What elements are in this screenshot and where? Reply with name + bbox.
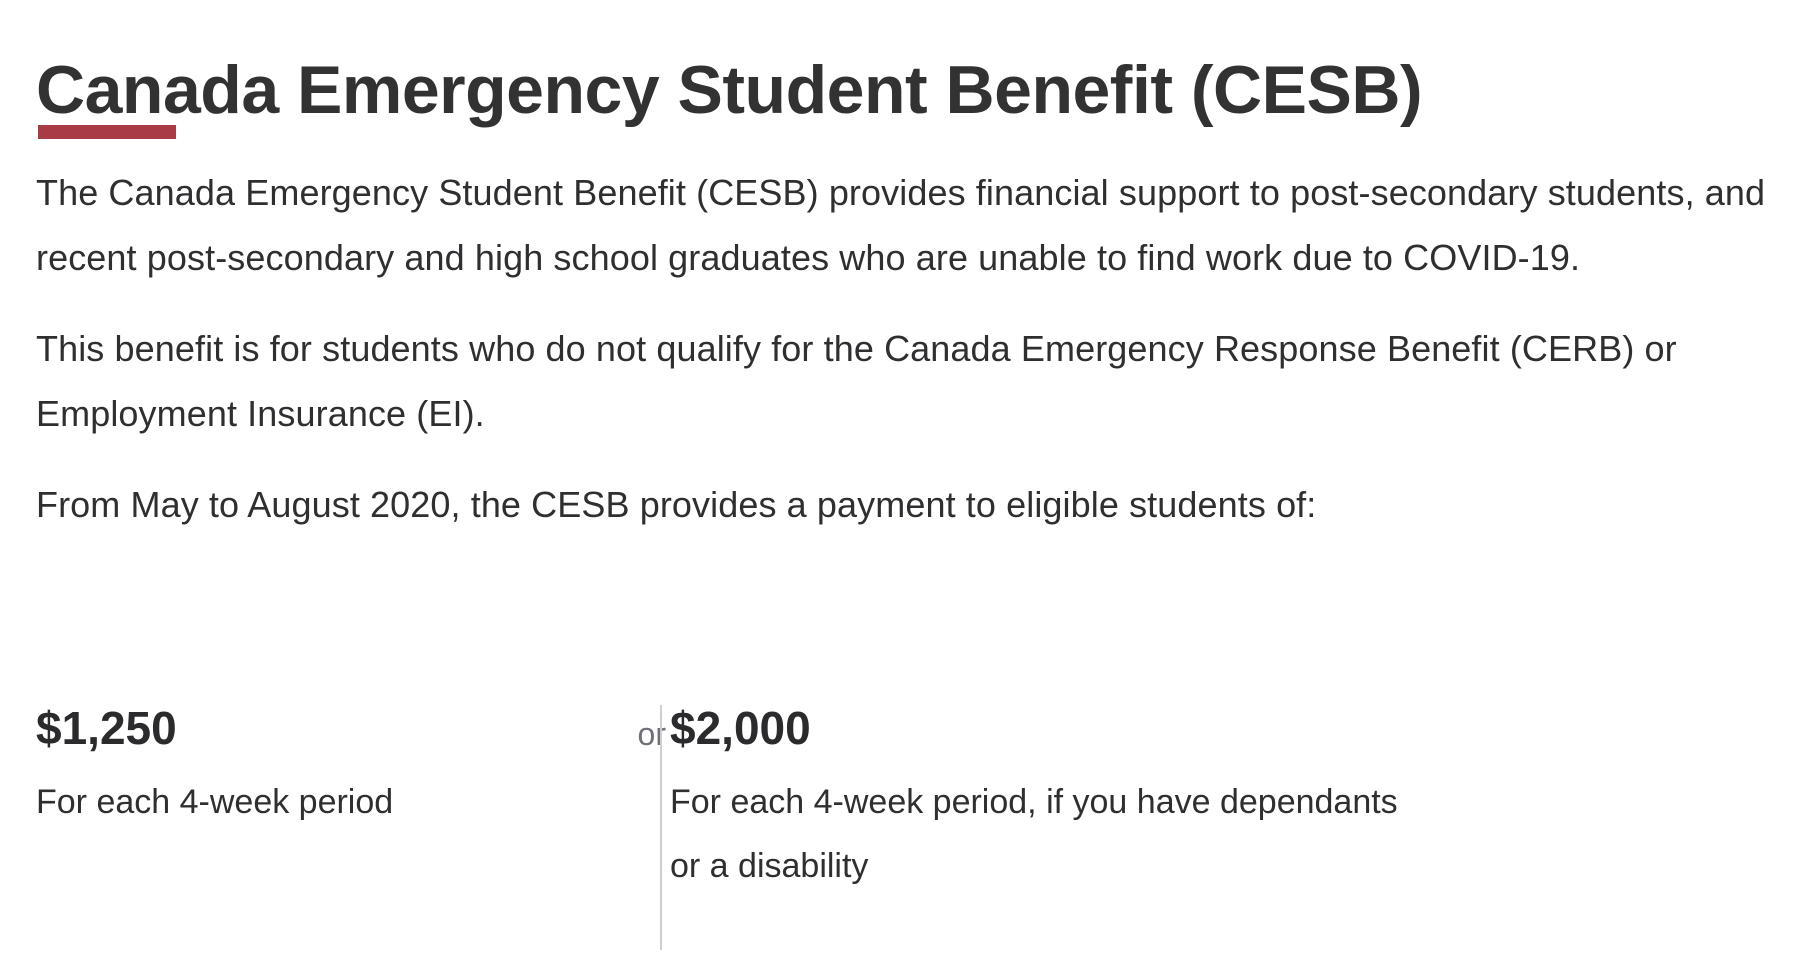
benefit-amounts: $1,250 For each 4-week period or $2,000 … bbox=[36, 700, 1784, 960]
benefit-description-standard: For each 4-week period bbox=[36, 783, 394, 821]
benefit-description-enhanced: For each 4-week period, if you have depe… bbox=[670, 783, 1398, 885]
benefit-option-enhanced: $2,000 For each 4-week period, if you ha… bbox=[670, 700, 1430, 898]
amount-column-divider bbox=[660, 705, 662, 950]
intro-paragraph-2: This benefit is for students who do not … bbox=[36, 328, 1677, 434]
amount-separator-label: or bbox=[637, 716, 666, 752]
intro-paragraph-3: From May to August 2020, the CESB provid… bbox=[36, 484, 1317, 525]
intro-paragraph-1: The Canada Emergency Student Benefit (CE… bbox=[36, 172, 1766, 278]
title-accent-rule bbox=[38, 125, 176, 139]
benefit-amount-standard: $1,250 bbox=[36, 702, 177, 754]
page-title: Canada Emergency Student Benefit (CESB) bbox=[36, 51, 1423, 128]
benefit-option-standard: $1,250 For each 4-week period bbox=[36, 700, 596, 834]
body-copy: The Canada Emergency Student Benefit (CE… bbox=[36, 160, 1784, 537]
benefit-amount-enhanced: $2,000 bbox=[670, 702, 811, 754]
